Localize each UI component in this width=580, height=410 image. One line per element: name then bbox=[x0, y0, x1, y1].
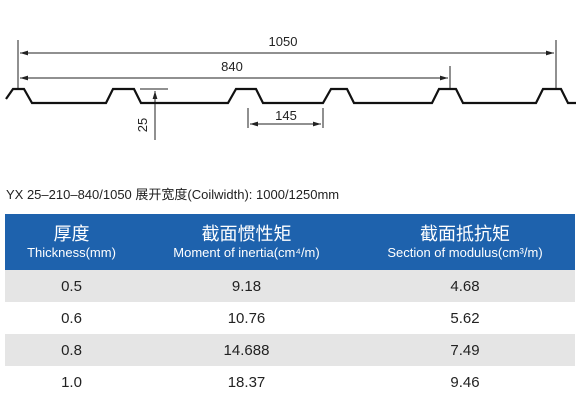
dimension-label: 25 bbox=[135, 118, 150, 132]
table-cell: 7.49 bbox=[355, 334, 575, 366]
header-en: Moment of inertia(cm⁴/m) bbox=[173, 245, 320, 261]
table-cell: 0.8 bbox=[5, 334, 138, 366]
table-row: 1.0 18.37 9.46 bbox=[5, 366, 575, 398]
header-cell: 截面抵抗矩 Section of modulus(cm³/m) bbox=[355, 214, 575, 270]
dimension-lines bbox=[17, 40, 557, 140]
header-en: Section of modulus(cm³/m) bbox=[387, 245, 543, 261]
dimension-label: 1050 bbox=[269, 34, 298, 49]
table-cell: 0.6 bbox=[61, 309, 82, 327]
table-cell: 5.62 bbox=[450, 309, 480, 327]
header-zh: 截面惯性矩 bbox=[201, 223, 292, 244]
table-cell: 10.76 bbox=[227, 309, 266, 327]
table-cell: 1.0 bbox=[61, 373, 82, 391]
header-cell: 厚度 Thickness(mm) bbox=[5, 214, 138, 270]
header-en: Thickness(mm) bbox=[27, 245, 116, 261]
table-cell: 14.688 bbox=[138, 334, 355, 366]
table-cell: 4.68 bbox=[355, 270, 575, 302]
table-cell: 0.5 bbox=[5, 270, 138, 302]
table-row: 0.8 14.688 7.49 bbox=[5, 334, 575, 366]
profile-diagram: 1050 840 145 25 bbox=[5, 34, 576, 140]
dimension-label: 145 bbox=[275, 108, 297, 123]
dimension-label: 840 bbox=[221, 59, 243, 74]
spec-table: 厚度 Thickness(mm) 截面惯性矩 Moment of inertia(cm… bbox=[5, 214, 575, 398]
table-row: 0.5 9.18 4.68 bbox=[5, 270, 575, 302]
sheet-profile bbox=[5, 87, 576, 105]
table-cell: 9.46 bbox=[450, 373, 480, 391]
header-zh: 截面抵抗矩 bbox=[420, 223, 510, 244]
header-row: 厚度 Thickness(mm) 截面惯性矩 Moment of inertia(cm… bbox=[5, 214, 575, 270]
header-cell: 截面惯性矩 Moment of inertia(cm⁴/m) bbox=[138, 214, 355, 270]
table-cell: 9.18 bbox=[138, 270, 355, 302]
table-cell: 18.37 bbox=[227, 373, 266, 391]
table-row: 0.6 10.76 5.62 bbox=[5, 302, 575, 334]
header-zh: 厚度 bbox=[53, 223, 90, 244]
caption: YX 25–210–840/1050 展开宽度(Coilwidth): 1000… bbox=[6, 187, 340, 202]
